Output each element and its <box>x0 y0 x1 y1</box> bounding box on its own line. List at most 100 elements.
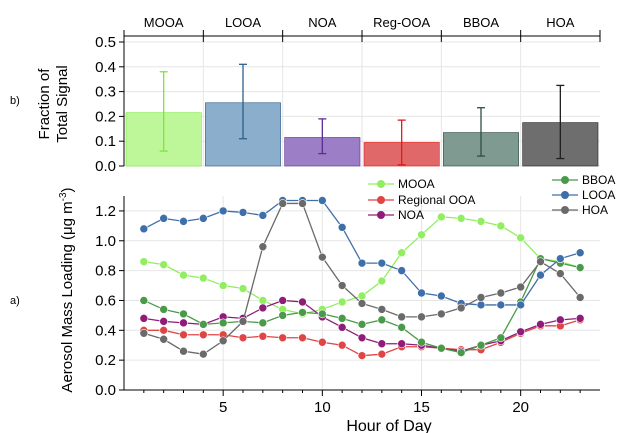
bar-panel: MOOA LOOA NOA Reg-OOA BBOA HOA 0.0 0.1 0.2 0.3 0.4… <box>10 15 601 175</box>
line-x-axis-label: Hour of Day <box>346 418 431 433</box>
data-point <box>278 333 287 343</box>
data-point <box>397 248 406 258</box>
data-point <box>318 252 327 262</box>
data-point <box>437 343 446 353</box>
bar-y-tick-label: 0.3 <box>95 84 116 101</box>
legend-label: MOOA <box>398 177 435 191</box>
data-point <box>476 293 486 302</box>
data-point <box>437 212 446 222</box>
data-point <box>318 337 327 347</box>
data-point <box>278 199 287 208</box>
data-point <box>417 312 426 322</box>
data-point <box>397 266 406 275</box>
data-point <box>337 314 347 323</box>
category-label: HOA <box>546 15 575 30</box>
panel-label-b: b) <box>10 95 20 107</box>
bar-y-axis-label-line: Fraction of <box>36 68 53 140</box>
data-point <box>496 221 506 231</box>
bar-y-tick-label: 0.2 <box>95 108 116 125</box>
data-point <box>516 327 525 337</box>
line-y-tick-label: 0.8 <box>95 263 116 280</box>
data-point <box>357 291 367 301</box>
data-point <box>258 242 268 252</box>
data-point <box>179 346 188 356</box>
data-point <box>218 336 228 346</box>
data-point <box>556 254 565 263</box>
category-label: NOA <box>308 15 337 30</box>
data-point <box>199 214 208 223</box>
data-point <box>496 333 506 343</box>
data-point <box>139 328 149 338</box>
data-point <box>357 333 367 343</box>
data-point <box>159 214 168 223</box>
data-point <box>179 330 188 340</box>
data-point <box>298 297 307 307</box>
legend-swatch-marker <box>377 211 385 219</box>
data-point <box>476 340 486 350</box>
data-point <box>377 276 387 286</box>
data-point <box>536 270 545 280</box>
line-y-tick-label: 0.0 <box>95 382 116 399</box>
line-x-tick-label: 20 <box>512 399 529 416</box>
data-point <box>397 323 406 332</box>
bar-y-tick-label: 0.1 <box>95 133 116 150</box>
data-point <box>437 309 446 319</box>
line-y-axis-label-part: Aerosol Mass Loading (μg m <box>59 201 76 392</box>
bar-y-tick-label: 0.0 <box>95 158 116 175</box>
data-point <box>357 320 367 329</box>
legend-swatch-marker <box>377 180 385 188</box>
data-point <box>536 320 545 329</box>
data-point <box>357 299 367 308</box>
data-point <box>298 308 307 317</box>
data-point <box>179 309 188 319</box>
data-point <box>417 337 426 347</box>
data-point <box>536 257 545 266</box>
line-panel: 0.0 0.2 0.4 0.6 0.8 1.0 1.2 5 10 15 20 Hour of Day A… <box>10 173 615 433</box>
panel-label-a: a) <box>10 295 20 307</box>
category-label: Reg-OOA <box>373 15 430 30</box>
category-label: MOOA <box>144 15 184 30</box>
data-point <box>437 291 446 301</box>
data-point <box>199 349 208 359</box>
data-point <box>238 284 248 293</box>
data-point <box>397 339 406 349</box>
data-point <box>159 334 168 344</box>
legend-label: BBOA <box>582 173 615 187</box>
data-point <box>258 318 268 328</box>
data-point <box>179 217 188 226</box>
data-point <box>298 199 307 208</box>
line-y-tick-label: 0.4 <box>95 322 116 339</box>
data-point <box>397 312 406 322</box>
bar-y-tick-label: 0.5 <box>95 34 116 51</box>
data-point <box>417 230 426 240</box>
line-y-axis-label-part: ) <box>59 187 76 192</box>
data-point <box>238 317 248 326</box>
data-point <box>456 348 466 357</box>
data-point <box>377 315 387 325</box>
category-label: LOOA <box>225 15 261 30</box>
data-point <box>218 206 228 216</box>
legend-swatch-marker <box>561 206 569 214</box>
line-x-tick-label: 5 <box>219 399 227 416</box>
line-y-tick-label: 0.6 <box>95 292 116 309</box>
data-point <box>159 305 168 314</box>
line-y-tick-label: 0.2 <box>95 352 116 369</box>
data-point <box>218 318 228 328</box>
data-point <box>337 223 347 232</box>
bar-y-tick-label: 0.4 <box>95 59 116 76</box>
data-point <box>318 196 327 205</box>
data-point <box>337 281 347 290</box>
data-point <box>556 315 565 325</box>
line-y-axis-label: Aerosol Mass Loading (μg m-3) <box>58 187 76 392</box>
data-point <box>575 314 585 323</box>
data-point <box>417 288 426 298</box>
data-point <box>575 263 585 272</box>
data-point <box>516 300 525 310</box>
data-point <box>337 323 347 332</box>
data-point <box>377 349 387 359</box>
data-point <box>258 331 268 341</box>
data-point <box>199 273 208 283</box>
data-point <box>377 305 387 314</box>
data-point <box>377 339 387 349</box>
